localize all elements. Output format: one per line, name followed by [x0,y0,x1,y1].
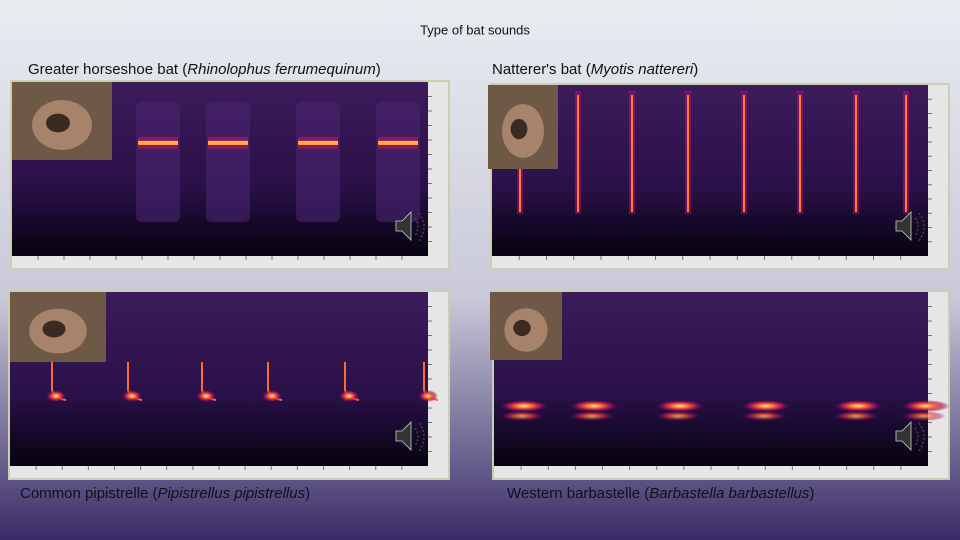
speaker-icon [895,421,912,451]
spectrogram [490,290,950,480]
bat-photo-detail [510,118,528,140]
speaker-waves [914,422,925,452]
time-axis [494,466,948,478]
bat-photo-detail [513,319,531,337]
panel-label: Greater horseshoe bat (Rhinolophus ferru… [28,61,381,78]
call [743,95,745,212]
spectrogram [10,80,450,270]
call [208,140,248,145]
call [378,140,418,145]
scientific-name: Myotis nattereri [591,61,694,78]
call-envelope [206,102,250,222]
label-suffix: ) [376,61,381,78]
panel-label: Western barbastelle (Barbastella barbast… [507,485,814,502]
time-axis [12,256,448,268]
common-name: Western barbastelle ( [507,485,649,502]
call-glow [742,411,786,421]
call-glow [196,390,216,402]
call-envelope [296,102,340,222]
call-glow [339,390,359,402]
time-axis [10,466,448,478]
common-name: Natterer's bat ( [492,61,591,78]
spectrogram [488,83,950,270]
call-glow [570,411,614,421]
call-glow [122,390,142,402]
call [298,140,338,145]
frequency-axis [928,85,948,256]
scientific-name: Rhinolophus ferrumequinum [187,61,375,78]
call-glow [902,400,950,412]
call [631,95,633,212]
call-glow [500,411,544,421]
call-glow [418,390,438,402]
call-glow [834,400,882,412]
call [138,140,178,145]
scientific-name: Pipistrellus pipistrellus [158,485,306,502]
call-glow [46,390,66,402]
frequency-axis [928,292,948,466]
speaker-icon [895,211,912,241]
slide-title: Type of bat sounds [420,22,530,37]
label-suffix: ) [809,485,814,502]
speaker-waves [914,212,925,242]
bat-photo-detail [42,320,66,338]
call [905,95,907,212]
call [799,95,801,212]
speaker-icon [395,211,412,241]
common-name: Common pipistrelle ( [20,485,158,502]
spectrogram [8,290,450,480]
call [855,95,857,212]
label-suffix: ) [693,61,698,78]
call-glow [500,400,548,412]
scientific-name: Barbastella barbastellus [649,485,810,502]
call [687,95,689,212]
frequency-axis [428,82,448,256]
time-axis [492,256,948,268]
frequency-axis [428,292,448,466]
call-glow [656,411,700,421]
common-name: Greater horseshoe bat ( [28,61,187,78]
call-glow [834,411,878,421]
call [577,95,579,212]
speaker-icon [395,421,412,451]
panel-label: Natterer's bat (Myotis nattereri) [492,61,698,78]
call-glow [902,411,946,421]
call-glow [262,390,282,402]
call-glow [656,400,704,412]
spectrogram-area [494,292,928,466]
speaker-waves [414,422,425,452]
label-suffix: ) [305,485,310,502]
speaker-waves [414,212,425,242]
call-envelope [376,102,420,222]
panel-label: Common pipistrelle (Pipistrellus pipistr… [20,485,310,502]
call-glow [742,400,790,412]
bat-photo-detail [46,113,70,133]
call-envelope [136,102,180,222]
call-glow [570,400,618,412]
